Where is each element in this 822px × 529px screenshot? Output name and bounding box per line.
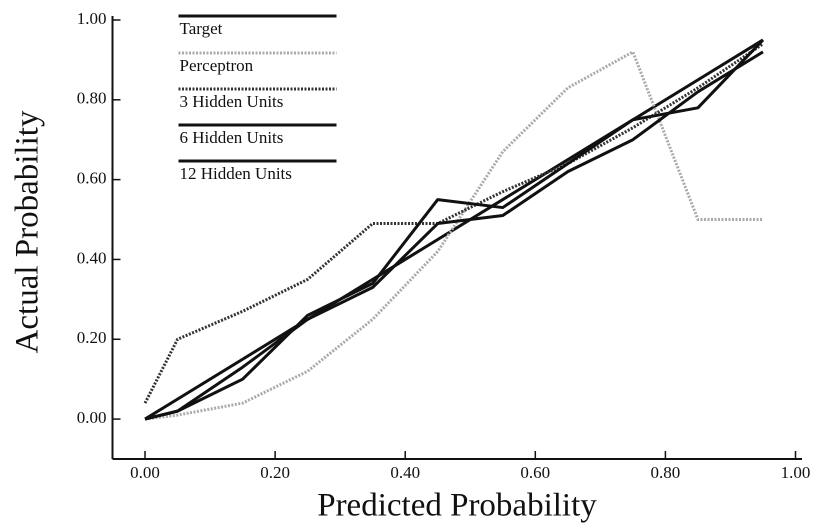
line — [144, 50, 763, 421]
y-axis-title: Actual Probability — [10, 110, 46, 353]
legend-label: Perceptron — [180, 56, 254, 75]
line — [144, 38, 765, 421]
legend-label: 6 Hidden Units — [180, 128, 284, 147]
x-tick-label: 0.00 — [130, 463, 160, 482]
x-tick-label: 0.80 — [651, 463, 681, 482]
y-tick-label: 1.00 — [77, 9, 107, 28]
y-tick-label: 0.20 — [77, 328, 107, 347]
legend-label: 3 Hidden Units — [180, 92, 284, 111]
y-tick-label: 0.80 — [77, 89, 107, 108]
y-tick-label: 0.60 — [77, 169, 107, 188]
line — [144, 38, 764, 421]
y-tick-label: 0.40 — [77, 248, 107, 267]
x-tick-label: 0.40 — [390, 463, 420, 482]
legend-label: Target — [180, 19, 223, 38]
y-tick-label: 0.00 — [77, 408, 107, 427]
legend-label: 12 Hidden Units — [180, 164, 292, 183]
x-tick-label: 0.60 — [520, 463, 550, 482]
x-tick-label: 0.20 — [260, 463, 290, 482]
x-axis-title: Predicted Probability — [317, 488, 597, 524]
line — [144, 50, 764, 421]
x-tick-label: 1.00 — [781, 463, 811, 482]
